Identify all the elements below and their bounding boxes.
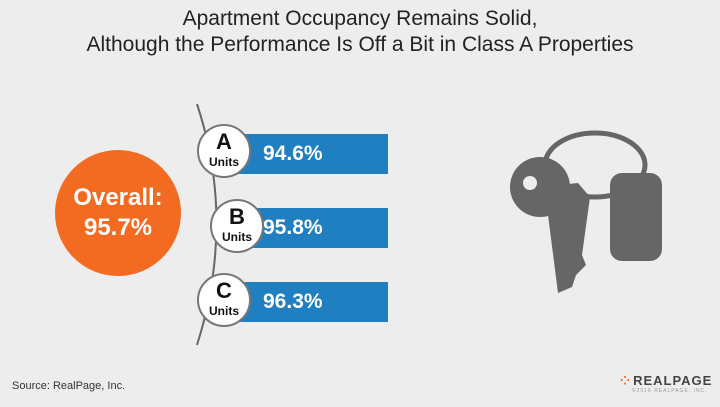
class-a-letter: A (216, 129, 232, 154)
class-b-badge: B Units (210, 199, 264, 253)
keys-icon (510, 130, 662, 293)
logo-dots-icon: ⁘ (620, 374, 632, 388)
source-note: Source: RealPage, Inc. (12, 380, 126, 392)
class-b-units: Units (222, 230, 252, 244)
class-b-value: 95.8% (263, 216, 323, 239)
class-a-value: 94.6% (263, 142, 323, 165)
page-title: Apartment Occupancy Remains Solid, Altho… (0, 6, 720, 58)
title-line-2: Although the Performance Is Off a Bit in… (86, 33, 634, 56)
overall-value: 95.7% (83, 214, 153, 241)
realpage-logo: ⁘ REALPAGE ©2016 REALPAGE, INC. (620, 373, 715, 394)
overall-circle: Overall: 95.7% (55, 150, 181, 276)
class-c-letter: C (216, 278, 232, 303)
logo-sub: ©2016 REALPAGE, INC. (632, 388, 708, 394)
overall-label: Overall: (73, 184, 163, 211)
title-line-1: Apartment Occupancy Remains Solid, (182, 7, 538, 30)
class-b-letter: B (229, 204, 245, 229)
class-c-units: Units (209, 304, 239, 318)
class-a-units: Units (209, 155, 239, 169)
class-c-value: 96.3% (263, 290, 323, 313)
class-c-bar: 96.3% (235, 282, 388, 322)
class-c-badge: C Units (197, 273, 251, 327)
logo-name: REALPAGE (633, 373, 713, 388)
class-a-badge: A Units (197, 124, 251, 178)
class-a-bar: 94.6% (235, 134, 388, 174)
